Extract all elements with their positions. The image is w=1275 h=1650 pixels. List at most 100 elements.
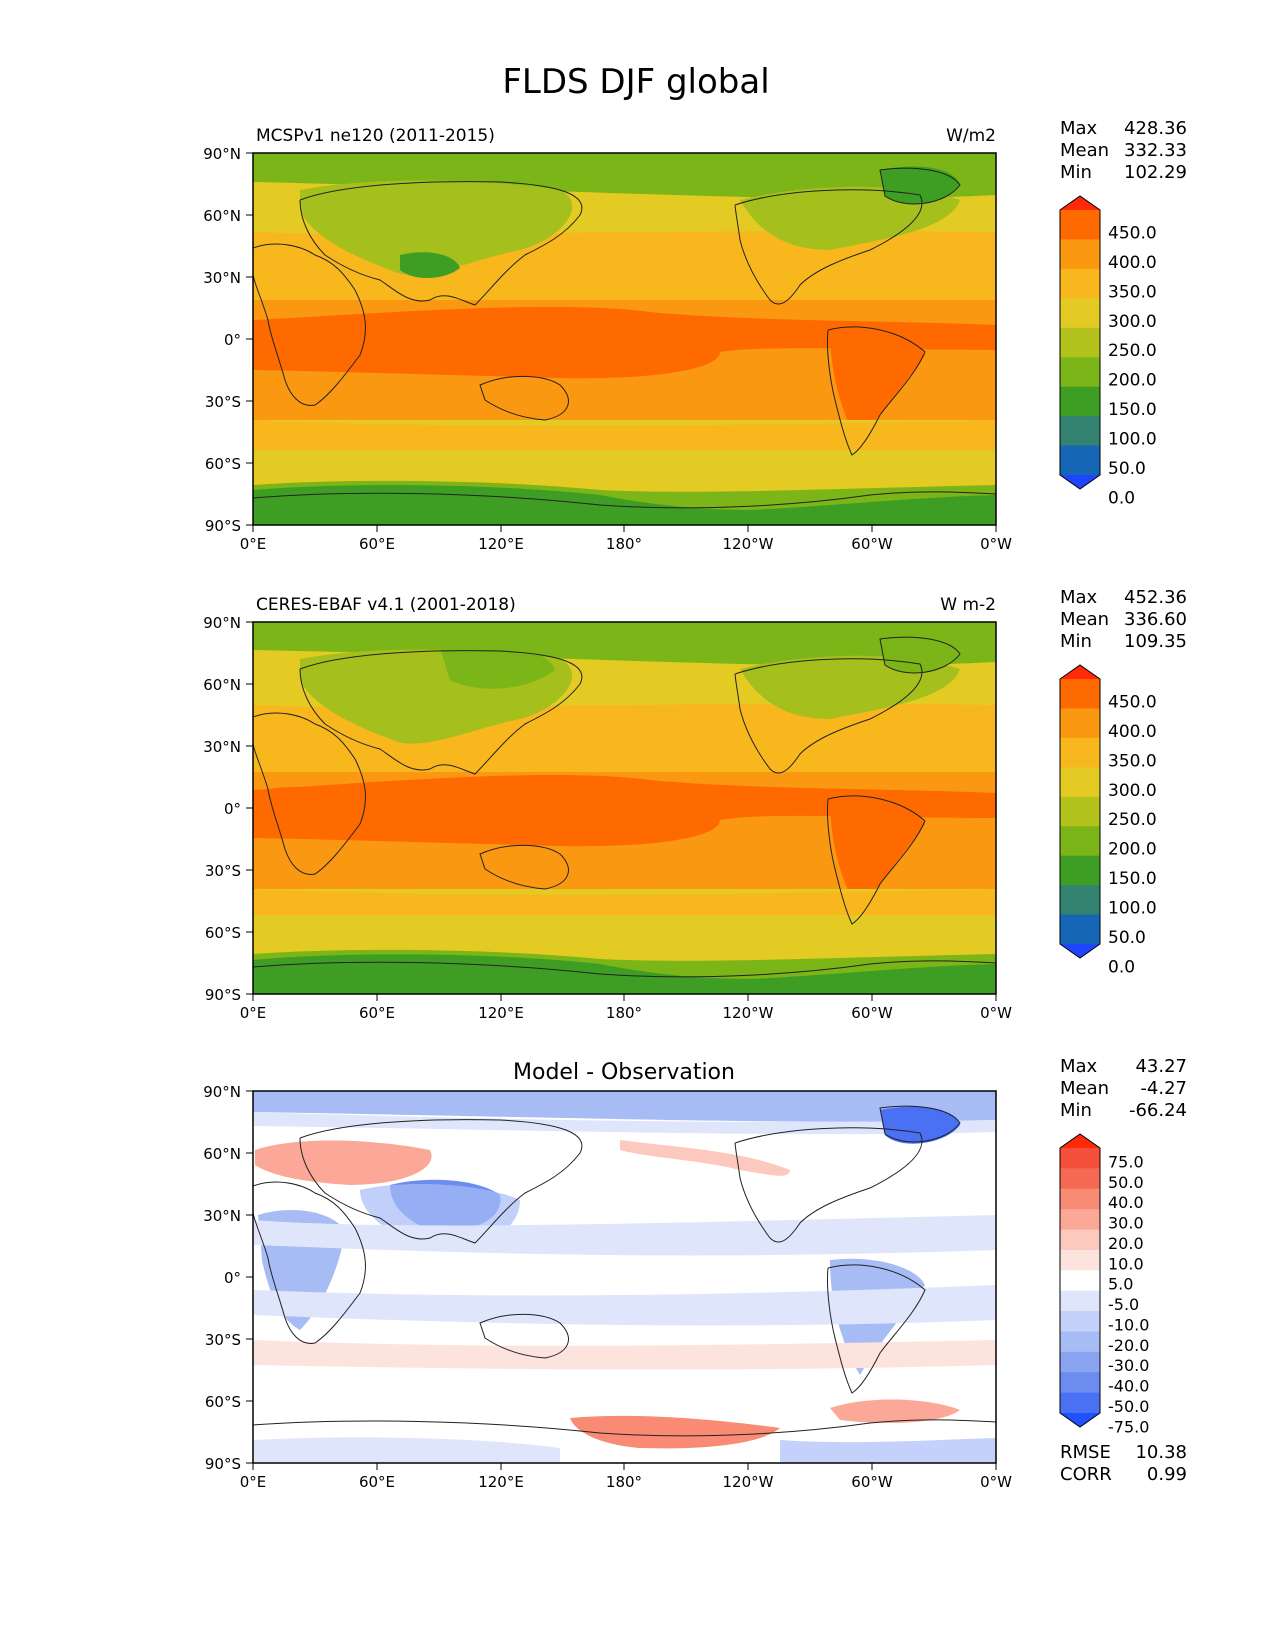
colorbar-diff: 75.0 50.040.0 30.020.010.0 5.0-5.0-10.0 -20.…	[1059, 1133, 1149, 1436]
colorbar-tick-label: 250.0	[1108, 341, 1157, 361]
colorbar-tick-label: -75.0	[1108, 1417, 1149, 1436]
colorbar-segment	[1060, 679, 1100, 709]
colorbar-segment	[1060, 210, 1100, 240]
lat-tick-label: 90°S	[205, 986, 241, 1004]
stat-label: Mean	[1060, 140, 1109, 161]
lat-tick-label: 30°S	[205, 1331, 241, 1349]
lat-tick-label: 60°S	[205, 924, 241, 942]
lon-tick-label: 120°E	[478, 535, 524, 553]
colorbar-segment	[1060, 1229, 1100, 1251]
colorbar-segment	[1060, 1188, 1100, 1210]
land-antarctica-green	[253, 485, 996, 525]
europe-red	[255, 1140, 432, 1185]
southern-red-band	[253, 1340, 996, 1370]
land-siberia-dark	[440, 646, 555, 689]
lon-tick-label: 120°E	[478, 1004, 524, 1022]
colorbar-tick-label: 400.0	[1108, 722, 1157, 742]
map-field-obs	[253, 622, 996, 994]
land-antarctica-green	[253, 954, 996, 994]
stat-label: Max	[1060, 118, 1098, 139]
lat-tick-label: 30°N	[203, 738, 241, 756]
lat-tick-label: 90°S	[205, 517, 241, 535]
lon-tick-label: 60°E	[359, 1473, 395, 1491]
colorbar-segment	[1060, 885, 1100, 916]
colorbar-extend-min	[1060, 475, 1100, 489]
colorbar-tick-label: 20.0	[1108, 1234, 1144, 1253]
lon-tick-label: 0°E	[240, 1473, 267, 1491]
colorbar-segment	[1060, 268, 1100, 299]
lat-tick-label: 60°N	[203, 207, 241, 225]
colorbar-tick-label: 450.0	[1108, 223, 1157, 243]
colorbar-outline	[1059, 1133, 1101, 1428]
land-greenland	[880, 166, 960, 204]
colorbar-segment	[1060, 386, 1100, 417]
colorbar-segment	[1060, 1372, 1100, 1394]
stat-label: Min	[1060, 631, 1092, 652]
colorbar-tick-label: 350.0	[1108, 751, 1157, 771]
colorbar-extend-max	[1060, 1134, 1100, 1148]
colorbar-tick-label: 200.0	[1108, 371, 1157, 391]
colorbar-tick-label: 300.0	[1108, 312, 1157, 332]
lon-tick-label: 120°W	[723, 1473, 774, 1491]
land-africa-orange	[265, 786, 350, 834]
lon-tick-label: 0°W	[980, 535, 1012, 553]
colorbar-tick-label: 100.0	[1108, 430, 1157, 450]
antarctic-red	[570, 1415, 780, 1449]
colorbar-segment	[1060, 1290, 1100, 1312]
antarctic-red-east	[830, 1399, 960, 1423]
colorbar-segment	[1060, 416, 1100, 447]
pacific-red-arc	[620, 1140, 790, 1176]
colorbar-segment	[1060, 708, 1100, 739]
stat-value: -4.27	[1140, 1078, 1187, 1099]
lat-tick-label: 30°S	[205, 393, 241, 411]
panel-unit: W m-2	[940, 595, 996, 615]
colorbar-tick-label: 30.0	[1108, 1214, 1144, 1233]
corr-value: 0.99	[1147, 1464, 1187, 1485]
colorbar-obs: 450.0 400.0 350.0 300.0 250.0 200.0 150.0 100.0…	[1059, 664, 1157, 977]
land-eurasia-green	[300, 180, 573, 275]
colorbar-tick-label: 50.0	[1108, 459, 1146, 479]
colorbar-tick-label: 350.0	[1108, 282, 1157, 302]
colorbar-segment	[1060, 914, 1100, 945]
colorbar-tick-label: 400.0	[1108, 253, 1157, 273]
stat-value: -66.24	[1129, 1100, 1187, 1121]
colorbar-tick-label: 250.0	[1108, 810, 1157, 830]
colorbar-tick-label: -5.0	[1108, 1295, 1139, 1314]
rmse-value: 10.38	[1135, 1442, 1187, 1463]
colorbar-extend-min	[1060, 944, 1100, 958]
lat-tick-label: 60°S	[205, 455, 241, 473]
colorbar-segment	[1060, 1249, 1100, 1271]
land-tibet	[400, 252, 460, 279]
lon-tick-label: 0°E	[240, 1004, 267, 1022]
stat-value: 336.60	[1124, 609, 1187, 630]
land-sa-orange	[830, 797, 925, 914]
colorbar-tick-label: 100.0	[1108, 899, 1157, 919]
colorbar-segment	[1060, 1311, 1100, 1332]
lon-axis: 0°E 60°E 120°E 180° 120°W 60°W 0°W	[240, 1463, 1012, 1491]
band-south-orange	[253, 420, 996, 450]
colorbar-extend-max	[1060, 196, 1100, 210]
stat-value: 43.27	[1135, 1056, 1187, 1077]
southern-ocean-blue	[253, 1285, 996, 1326]
arctic-blue-light	[253, 1112, 996, 1135]
lon-tick-label: 0°W	[980, 1473, 1012, 1491]
colorbar-tick-label: 0.0	[1108, 957, 1135, 977]
lat-axis: 90°N 60°N 30°N 0° 30°S 60°S 90°S	[203, 1083, 253, 1473]
panel-title-center: Model - Observation	[513, 1060, 735, 1085]
colorbar-tick-label: 300.0	[1108, 781, 1157, 801]
panel-title-left: MCSPv1 ne120 (2011-2015)	[256, 126, 495, 146]
land-sa-orange	[830, 328, 925, 445]
lat-tick-label: 30°N	[203, 1207, 241, 1225]
lat-tick-label: 60°N	[203, 1145, 241, 1163]
stats-block: Max 428.36 Mean 332.33 Min 102.29	[1060, 118, 1187, 183]
stat-label: Max	[1060, 587, 1098, 608]
colorbar-segment	[1060, 1168, 1100, 1190]
colorbar-outline	[1059, 195, 1101, 490]
band-tropics	[253, 306, 996, 379]
arctic-blue	[253, 1091, 996, 1122]
colorbar-tick-label: 50.0	[1108, 928, 1146, 948]
colorbar-tick-label: -40.0	[1108, 1377, 1149, 1396]
coastlines	[253, 167, 996, 509]
lon-tick-label: 0°W	[980, 1004, 1012, 1022]
lat-tick-label: 30°N	[203, 269, 241, 287]
